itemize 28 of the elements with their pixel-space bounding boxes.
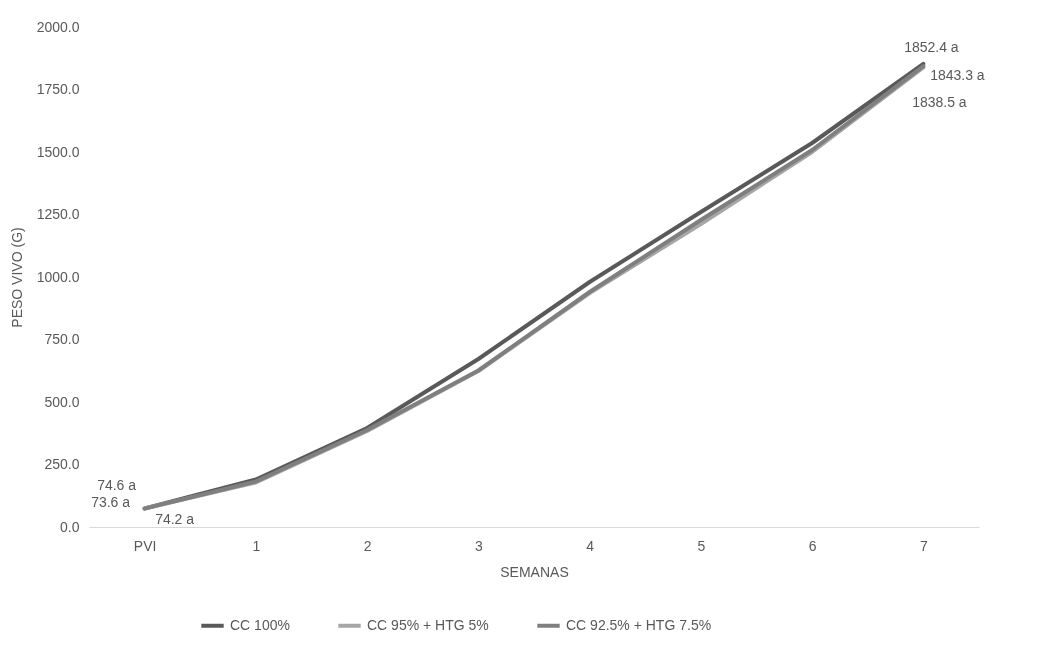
y-tick-label: 250.0 bbox=[44, 456, 80, 472]
data-label: 74.6 a bbox=[97, 477, 137, 494]
y-tick-label: 1750.0 bbox=[36, 81, 80, 97]
x-tick-label: 6 bbox=[808, 537, 817, 554]
y-axis-title: PESO VIVO (G) bbox=[8, 227, 25, 328]
x-tick-label: PVI bbox=[133, 537, 157, 554]
data-label: 73.6 a bbox=[91, 493, 131, 510]
y-tick-label: 1000.0 bbox=[36, 268, 80, 285]
data-label: 1852.4 a bbox=[904, 38, 959, 55]
y-tick-label: 0.0 bbox=[60, 518, 80, 535]
legend-label: CC 95% + HTG 5% bbox=[367, 616, 489, 633]
data-label: 74.2 a bbox=[155, 511, 195, 528]
x-tick-label: 7 bbox=[919, 537, 928, 554]
x-tick-label: 1 bbox=[252, 537, 261, 554]
x-tick-label: 4 bbox=[586, 537, 595, 554]
y-tick-label: 500.0 bbox=[44, 393, 80, 410]
y-tick-label: 2000.0 bbox=[36, 18, 80, 35]
x-tick-label: 2 bbox=[363, 537, 372, 554]
data-label: 1843.3 a bbox=[930, 67, 985, 84]
data-label: 1838.5 a bbox=[912, 94, 967, 111]
x-axis-title: SEMANAS bbox=[500, 563, 569, 580]
y-tick-label: 1250.0 bbox=[36, 206, 80, 222]
x-tick-label: 5 bbox=[697, 537, 706, 554]
y-tick-label: 1500.0 bbox=[36, 143, 80, 160]
legend-label: CC 100% bbox=[230, 616, 290, 633]
y-tick-label: 750.0 bbox=[44, 331, 80, 347]
legend-label: CC 92.5% + HTG 7.5% bbox=[566, 616, 712, 633]
x-tick-label: 3 bbox=[474, 537, 483, 554]
